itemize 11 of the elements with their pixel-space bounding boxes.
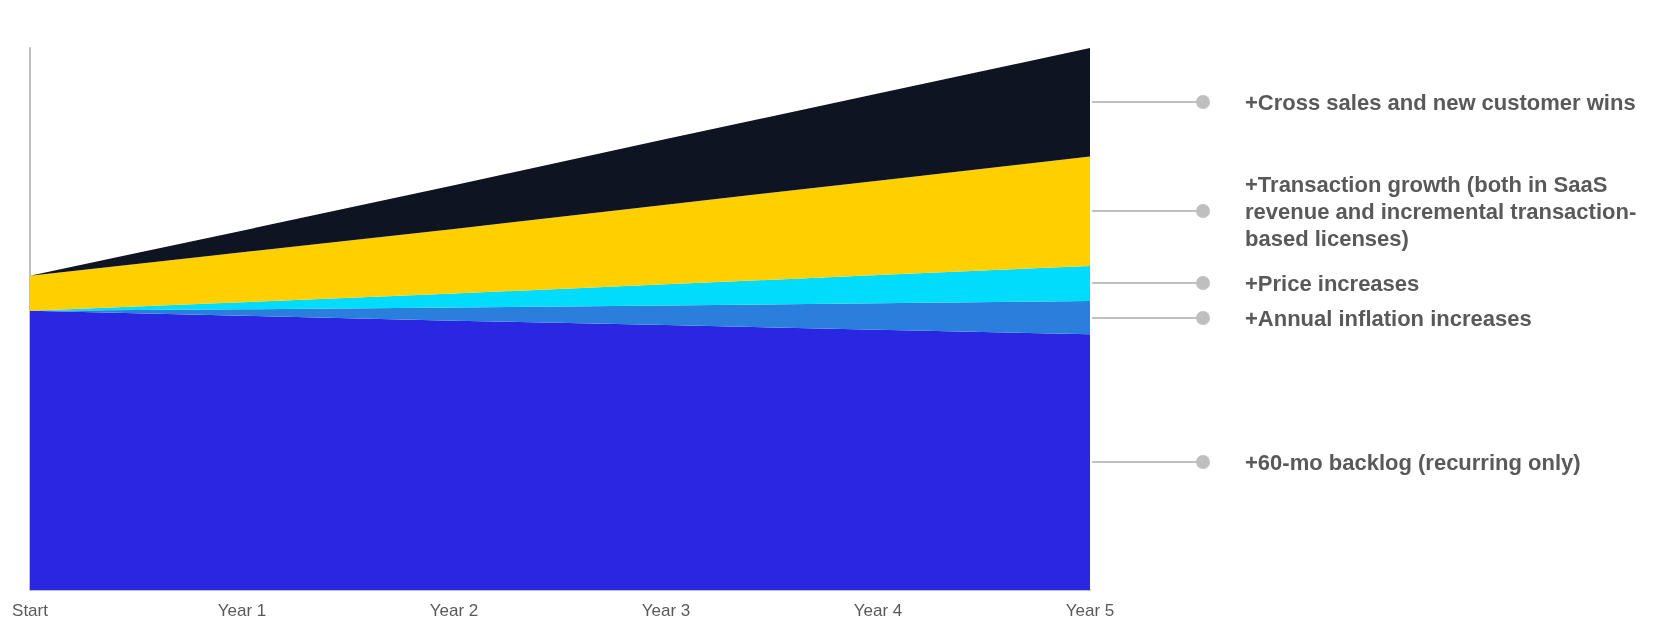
x-tick-label: Year 4 (853, 601, 903, 620)
text: +60-mo backlog (recurring only) (1245, 448, 1582, 476)
x-tick-label: Year 2 (429, 601, 479, 620)
x-tick-label: Year 5 (1065, 601, 1115, 620)
text: +Transaction growth (both in SaaS revenue and incremental transaction-based licenses) (1245, 170, 1638, 252)
text: +Annual inflation increases (1245, 304, 1533, 332)
x-tick-label: Year 1 (217, 601, 267, 620)
text: +Cross sales and new customer wins (1245, 88, 1637, 116)
x-tick-label: Year 3 (641, 601, 691, 620)
x-tick-label: Start (12, 601, 49, 620)
text: +Price increases (1245, 270, 1421, 297)
